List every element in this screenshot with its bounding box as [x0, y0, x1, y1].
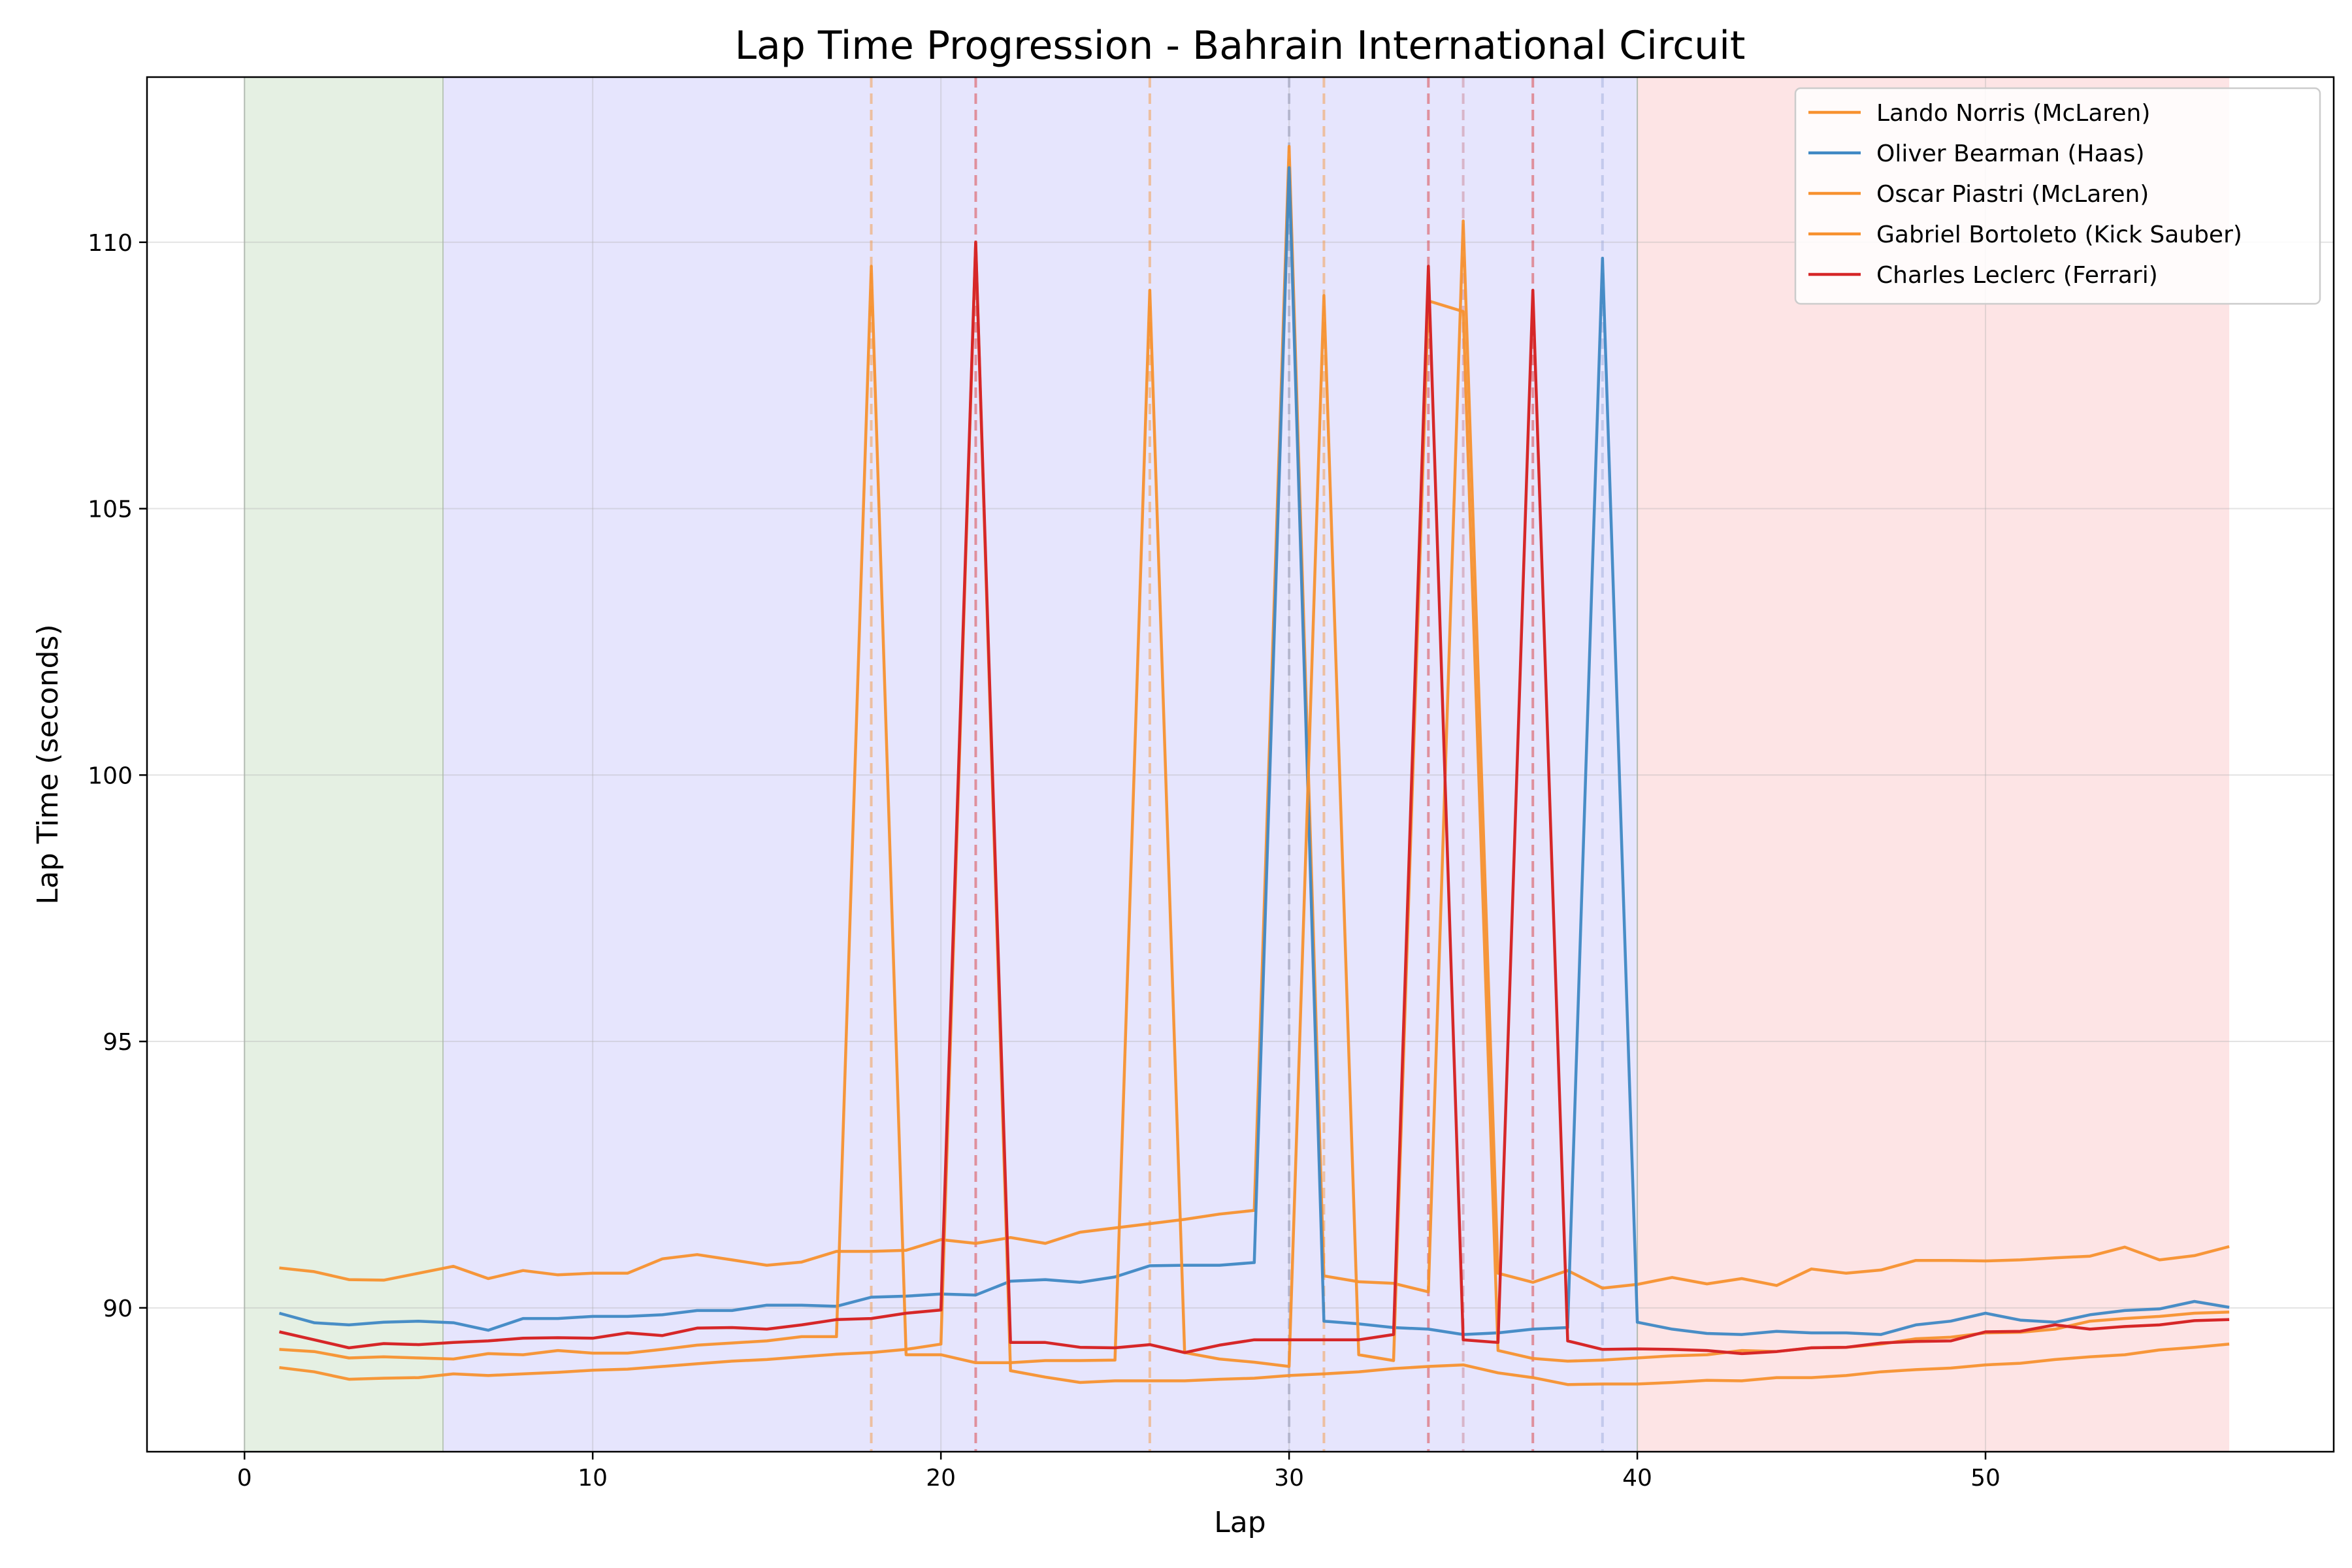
- y-tick-label: 95: [103, 1029, 133, 1056]
- stint-band: [1637, 77, 2230, 1452]
- plot-frame: [146, 76, 2335, 1453]
- series-lines: [278, 144, 2230, 1386]
- y-axis-label: Lap Time (seconds): [31, 624, 65, 904]
- x-axis-label: Lap: [1214, 1506, 1266, 1539]
- x-tick-label: 0: [237, 1465, 252, 1492]
- series-line: [278, 240, 2230, 1356]
- y-tick-label: 105: [88, 497, 133, 523]
- y-tick-label: 90: [103, 1296, 133, 1322]
- y-tick-label: 110: [88, 230, 133, 257]
- x-tick-label: 20: [926, 1465, 956, 1492]
- legend: Lando Norris (McLaren) Oliver Bearman (Ha…: [1794, 87, 2321, 305]
- x-tick-label: 30: [1274, 1465, 1304, 1492]
- stint-band: [244, 77, 444, 1452]
- y-tick-label: 100: [88, 762, 133, 789]
- series-line: [279, 240, 2230, 1386]
- stint-bands: [244, 77, 2230, 1452]
- x-tick-label: 50: [1970, 1465, 2001, 1492]
- legend-box: [1794, 87, 2321, 305]
- x-axis-ticks: 0 10 20 30 40 50: [237, 1452, 2001, 1492]
- legend-label: Gabriel Bortoleto (Kick Sauber): [1876, 221, 2242, 248]
- series-line: [278, 166, 2230, 1336]
- chart-title: Lap Time Progression - Bahrain Internati…: [735, 23, 1746, 69]
- legend-label: Charles Leclerc (Ferrari): [1876, 262, 2158, 289]
- grid-lines: [147, 77, 2334, 1452]
- stint-band: [443, 77, 1638, 1452]
- series-line: [279, 144, 2230, 1294]
- legend-label: Oliver Bearman (Haas): [1876, 140, 2145, 167]
- legend-label: Oscar Piastri (McLaren): [1876, 181, 2149, 208]
- legend-label: Lando Norris (McLaren): [1876, 100, 2150, 127]
- y-axis-ticks: 90 95 100 105 110: [88, 230, 147, 1322]
- x-tick-label: 10: [578, 1465, 608, 1492]
- x-tick-label: 40: [1622, 1465, 1652, 1492]
- legend-entries: Lando Norris (McLaren) Oliver Bearman (Ha…: [1808, 100, 2242, 289]
